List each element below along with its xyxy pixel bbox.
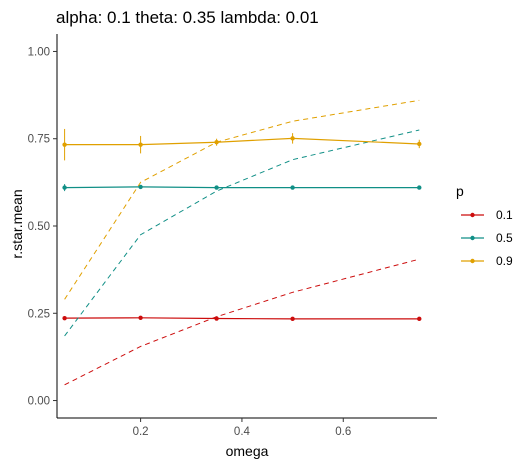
legend-label: 0.5 (496, 231, 513, 245)
legend: p 0.1 0.5 0.9 (456, 183, 513, 268)
data-point (62, 142, 67, 147)
plot-area (62, 99, 422, 386)
series-line (64, 317, 420, 320)
x-tick-label: 0.2 (133, 426, 149, 438)
data-point (417, 316, 422, 322)
y-tick-label: 0.75 (28, 134, 50, 146)
legend-title: p (456, 183, 464, 199)
data-point (214, 140, 219, 145)
data-point (138, 142, 143, 147)
series-0.1 (62, 258, 422, 386)
legend-key-point (470, 258, 475, 264)
series-line (64, 186, 420, 189)
series-0.9 (62, 99, 422, 300)
legend-label: 0.9 (496, 254, 513, 268)
y-tick-label: 1.00 (28, 46, 50, 58)
data-point (417, 185, 422, 190)
data-point (138, 315, 143, 321)
series-reference-line (64, 129, 420, 337)
data-point (62, 315, 67, 321)
x-tick-label: 0.4 (234, 426, 251, 438)
x-tick-label: 0.6 (335, 426, 351, 438)
data-point (417, 141, 422, 147)
data-point (138, 184, 143, 190)
data-point (290, 136, 295, 141)
data-point (214, 316, 219, 321)
legend-label: 0.1 (496, 208, 513, 222)
axes: 0.2 0.4 0.6 0.00 0.25 0.50 0.75 1.00 (28, 34, 437, 438)
data-point (62, 185, 67, 190)
y-tick-label: 0.50 (28, 221, 50, 233)
series-reference-line (64, 258, 420, 386)
series-reference-line (64, 99, 420, 300)
data-point (214, 185, 219, 190)
series-0.5 (62, 129, 422, 337)
x-axis-title: omega (226, 443, 269, 459)
chart-title: alpha: 0.1 theta: 0.35 lambda: 0.01 (56, 8, 319, 27)
y-axis-title: r.star.mean (9, 189, 25, 258)
series-line (64, 137, 420, 146)
y-tick-label: 0.00 (28, 396, 50, 408)
y-tick-label: 0.25 (28, 308, 50, 320)
data-point (290, 316, 295, 322)
data-point (290, 185, 295, 190)
legend-key-point (470, 235, 475, 241)
legend-key-point (470, 212, 475, 218)
